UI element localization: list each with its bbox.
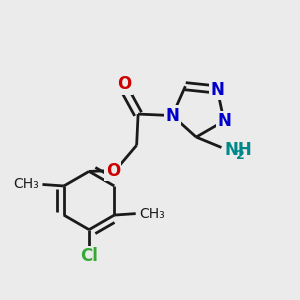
Text: N: N	[217, 112, 231, 130]
Text: NH: NH	[224, 141, 252, 159]
Text: N: N	[210, 81, 224, 99]
Text: CH₃: CH₃	[139, 207, 165, 220]
Text: Cl: Cl	[80, 248, 98, 266]
Text: O: O	[106, 162, 120, 180]
Text: O: O	[118, 75, 132, 93]
Text: N: N	[165, 106, 179, 124]
Text: 2: 2	[236, 149, 245, 162]
Text: CH₃: CH₃	[13, 178, 39, 191]
